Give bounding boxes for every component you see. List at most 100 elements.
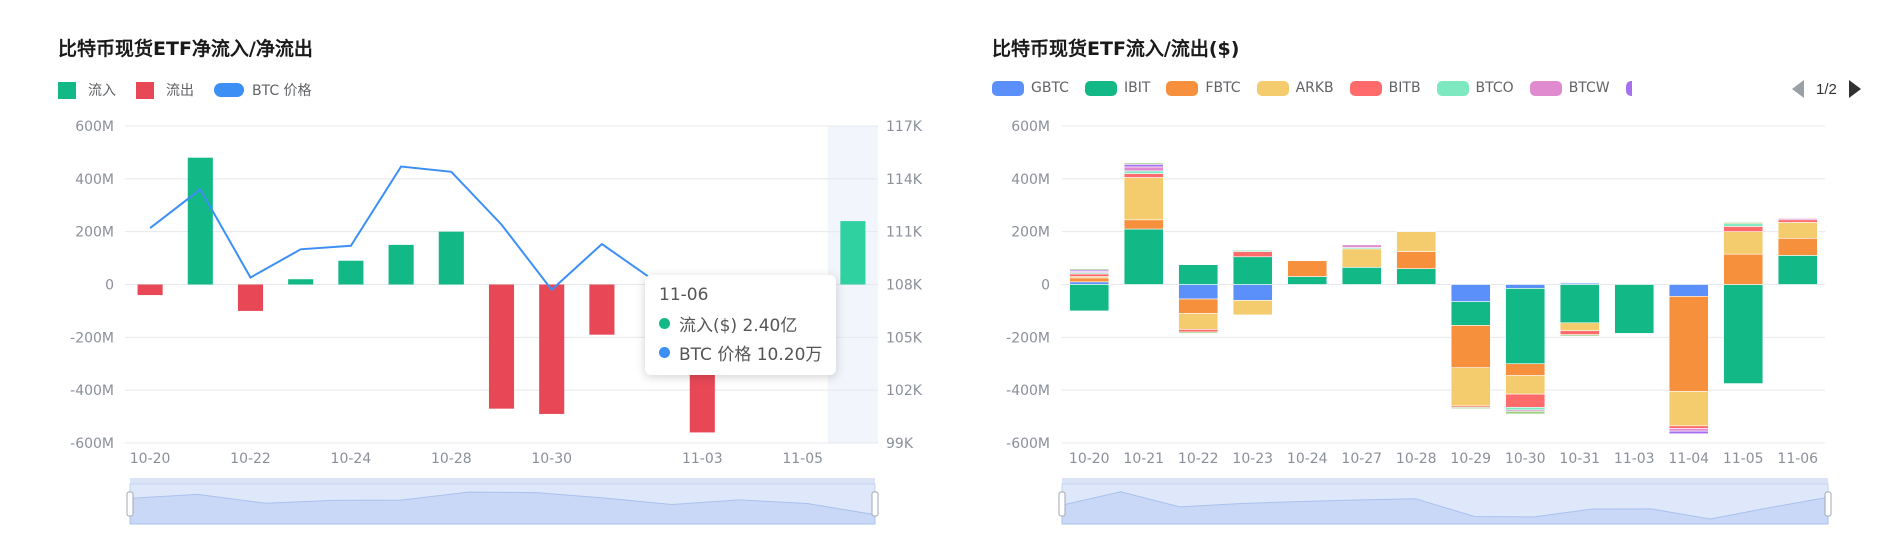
- bar-arkb-10-29: [1450, 367, 1491, 407]
- legend-swatch-icon: [992, 80, 1024, 96]
- x-tick-label: 10-22: [1178, 451, 1219, 467]
- btc-price-dot-icon: [659, 347, 670, 358]
- x-tick-label: 11-05: [1723, 451, 1764, 467]
- bar-bitb-11-06: [1777, 219, 1818, 223]
- bar-bitb-10-21: [1123, 173, 1164, 178]
- bar-brrr-10-21: [1123, 162, 1164, 165]
- bar-10-31: [589, 284, 615, 335]
- bar-fbtc-10-20: [1069, 277, 1110, 283]
- slider-preview-area: [129, 491, 876, 525]
- bar-bitb-10-20: [1069, 273, 1110, 277]
- legend-swatch-icon: [1084, 80, 1117, 96]
- bar-10-22: [237, 284, 264, 311]
- legend-label: FBTC: [1205, 80, 1241, 96]
- y-tick-label: -600M: [1006, 436, 1050, 452]
- bar-10-28: [438, 231, 464, 285]
- legend-swatch-icon: [1166, 80, 1199, 96]
- bar-gbtc-10-23: [1232, 284, 1273, 301]
- bar-btcw-10-21: [1123, 166, 1164, 172]
- bar-arkb-10-30: [1505, 375, 1546, 395]
- pager-next-icon[interactable]: [1848, 80, 1861, 98]
- bar-fbtc-10-30: [1505, 363, 1546, 376]
- legend-item-btco[interactable]: BTCO: [1436, 80, 1514, 96]
- bar-btco-10-23: [1232, 249, 1273, 252]
- legend-swatch-icon: [1529, 80, 1562, 96]
- legend-item-0[interactable]: 流入: [58, 80, 116, 100]
- pager-label: 1/2: [1816, 80, 1837, 98]
- slider-top-bar: [1062, 478, 1828, 484]
- bar-ibit-10-24: [1287, 276, 1328, 285]
- slider-left-handle[interactable]: [126, 491, 134, 517]
- tooltip-btc-price-value: BTC 价格 10.20万: [679, 345, 823, 365]
- legend-item-btcw[interactable]: BTCW: [1529, 80, 1610, 96]
- legend-label: BTCO: [1475, 80, 1514, 96]
- x-tick-label: 10-29: [1450, 451, 1491, 467]
- bar-arkb-10-28: [1396, 231, 1437, 252]
- legend-item-arkb[interactable]: ARKB: [1256, 80, 1334, 96]
- etf-flow-chart[interactable]: 600M 400M 200M 0 -200M -400M -600M 10-20 10-21 10…: [940, 0, 1893, 552]
- bar-arkb-11-06: [1777, 222, 1818, 239]
- bar-10-23: [288, 279, 314, 285]
- bar-ibit-10-21: [1123, 228, 1164, 285]
- legend-item-bitb[interactable]: BITB: [1349, 80, 1421, 96]
- legend-item-gbtc[interactable]: GBTC: [992, 80, 1069, 96]
- legend-item-ibit[interactable]: IBIT: [1084, 80, 1151, 96]
- legend-item-hodl[interactable]: HODL: [1625, 80, 1632, 96]
- y-tick-label: 0: [105, 278, 114, 294]
- x-tick-label: 10-30: [531, 451, 572, 467]
- legend-label: IBIT: [1123, 80, 1151, 96]
- bar-bitb-10-30: [1505, 393, 1546, 408]
- bar-fbtc-10-22: [1178, 298, 1219, 314]
- y-tick-label: -400M: [70, 383, 114, 399]
- bar-brrr-10-22: [1178, 331, 1219, 334]
- legend-label: ARKB: [1295, 80, 1334, 96]
- bar-fbtc-11-04: [1668, 296, 1709, 392]
- legend-swatch-icon: [58, 81, 76, 99]
- slider-right-handle[interactable]: [1824, 491, 1832, 517]
- legend-item-2[interactable]: BTC 价格: [214, 80, 312, 100]
- bar-fbtc-10-29: [1450, 325, 1491, 369]
- legend-item-1[interactable]: 流出: [136, 80, 194, 100]
- bar-ibit-10-23: [1232, 256, 1273, 285]
- pager-prev-icon[interactable]: [1792, 80, 1804, 98]
- legend-swatch-icon: [1349, 80, 1382, 96]
- bar-fbtc-10-28: [1396, 251, 1437, 269]
- bar-gbtc-10-29: [1450, 284, 1491, 302]
- bar-btcw-11-06: [1777, 218, 1818, 221]
- legend-swatch-icon: [136, 81, 154, 99]
- y2-tick-label: 99K: [886, 436, 914, 452]
- y2-tick-label: 114K: [886, 172, 923, 188]
- slider-right-handle[interactable]: [871, 491, 879, 517]
- bar-brrr-11-05: [1723, 222, 1764, 225]
- x-tick-label: 11-03: [682, 451, 723, 467]
- legend-label: BITB: [1388, 80, 1421, 96]
- y-tick-label: 400M: [75, 172, 114, 188]
- x-tick-label: 11-04: [1668, 451, 1709, 467]
- y-tick-label: 600M: [75, 119, 114, 135]
- bar-brrr-10-31: [1559, 334, 1600, 337]
- x-tick-label: 11-06: [1777, 451, 1818, 467]
- slider-left-handle[interactable]: [1058, 491, 1066, 517]
- bar-fbtc-11-05: [1723, 253, 1764, 285]
- slider-top-bar: [130, 478, 875, 484]
- net-flow-chart[interactable]: 600M 400M 200M 0 -200M -400M -600M 117K 114K 111K…: [0, 0, 940, 552]
- bar-gbtc-10-20: [1069, 281, 1110, 285]
- y2-tick-label: 108K: [886, 278, 923, 294]
- bar-gbtc-10-30: [1505, 284, 1546, 289]
- x-tick-label: 10-24: [331, 451, 372, 467]
- bar-arkb-11-05: [1723, 231, 1764, 255]
- bar-bitb-10-23: [1232, 251, 1273, 258]
- bar-arkb-10-27: [1341, 248, 1382, 268]
- bar-btco-10-21: [1123, 170, 1164, 174]
- y-tick-label: -600M: [70, 436, 114, 452]
- x-tick-label: 10-22: [230, 451, 271, 467]
- tooltip-date: 11-06: [659, 285, 709, 305]
- bar-arkb-10-22: [1178, 313, 1219, 330]
- legend-item-fbtc[interactable]: FBTC: [1166, 80, 1241, 96]
- y2-tick-label: 111K: [886, 225, 923, 241]
- y-tick-label: 200M: [1011, 225, 1050, 241]
- y2-tick-label: 117K: [886, 119, 923, 135]
- bar-10-20: [137, 284, 163, 296]
- bar-btco-10-30: [1505, 407, 1546, 411]
- legend-label: 流入: [88, 83, 116, 99]
